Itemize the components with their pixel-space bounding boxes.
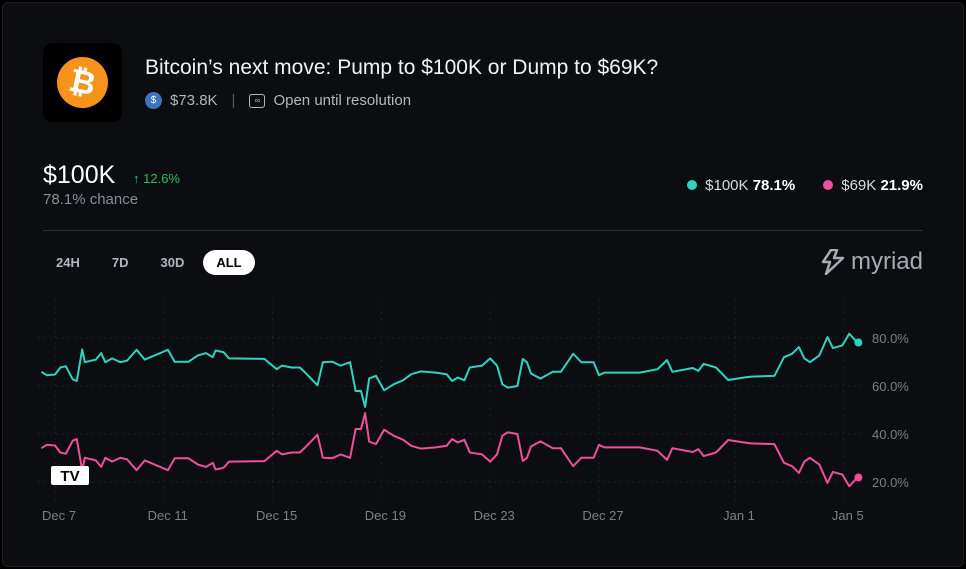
series-line-69k bbox=[40, 412, 859, 488]
tab-24h[interactable]: 24H bbox=[56, 255, 80, 270]
legend-value: 78.1% bbox=[752, 177, 796, 194]
change-badge: ↑ 12.6% bbox=[133, 171, 180, 186]
legend-dot bbox=[823, 180, 834, 190]
myriad-logo: myriad bbox=[821, 248, 923, 276]
market-status: Open until resolution bbox=[273, 92, 412, 109]
tradingview-logo: TV bbox=[51, 466, 89, 485]
x-tick-label: Dec 7 bbox=[42, 508, 76, 523]
legend-item-69k[interactable]: $69K 21.9% bbox=[823, 177, 923, 194]
legend-item-100k[interactable]: $100K 78.1% bbox=[687, 177, 795, 194]
usdc-icon: $ bbox=[145, 92, 162, 109]
chance-text: 78.1% chance bbox=[43, 191, 139, 208]
legend-label: $69K bbox=[841, 177, 877, 194]
series-endpoint bbox=[854, 338, 863, 347]
series-line-100k bbox=[40, 332, 859, 408]
x-tick-label: Dec 15 bbox=[256, 508, 297, 523]
x-tick-label: Dec 11 bbox=[148, 508, 188, 523]
svg-text:TV: TV bbox=[60, 468, 79, 485]
x-tick-label: Dec 27 bbox=[582, 508, 623, 523]
market-title: Bitcoin’s next move: Pump to $100K or Du… bbox=[145, 56, 659, 79]
myriad-icon bbox=[821, 249, 845, 275]
y-tick-label: 40.0% bbox=[872, 427, 909, 442]
brand-name: myriad bbox=[850, 248, 923, 275]
y-tick-label: 80.0% bbox=[872, 331, 909, 346]
y-tick-label: 20.0% bbox=[872, 475, 909, 490]
legend-label: $100K bbox=[705, 177, 749, 194]
time-range-tabs: 24H 7D 30D ALL bbox=[43, 250, 255, 275]
tab-7d[interactable]: 7D bbox=[111, 255, 129, 270]
market-meta: $ $73.8K | ∞ Open until resolution bbox=[145, 92, 411, 109]
legend-value: 21.9% bbox=[880, 177, 923, 194]
series-endpoint bbox=[854, 473, 863, 482]
separator: | bbox=[231, 92, 236, 109]
market-volume: $73.8K bbox=[170, 92, 218, 109]
change-value: 12.6% bbox=[143, 171, 180, 186]
tab-all[interactable]: ALL bbox=[203, 250, 255, 275]
divider bbox=[43, 230, 923, 231]
x-tick-label: Dec 19 bbox=[365, 508, 406, 523]
x-tick-label: Jan 5 bbox=[832, 508, 864, 523]
x-tick-label: Dec 23 bbox=[474, 508, 515, 523]
bitcoin-logo: ₿ bbox=[43, 43, 122, 122]
legend: $100K 78.1% $69K 21.9% bbox=[687, 177, 923, 194]
leading-outcome: $100K bbox=[43, 161, 116, 189]
y-tick-label: 60.0% bbox=[872, 379, 909, 394]
infinity-icon: ∞ bbox=[249, 93, 266, 108]
tab-30d[interactable]: 30D bbox=[160, 255, 185, 270]
legend-dot bbox=[687, 180, 698, 190]
arrow-up-icon: ↑ bbox=[133, 171, 144, 186]
x-tick-label: Jan 1 bbox=[723, 508, 755, 523]
